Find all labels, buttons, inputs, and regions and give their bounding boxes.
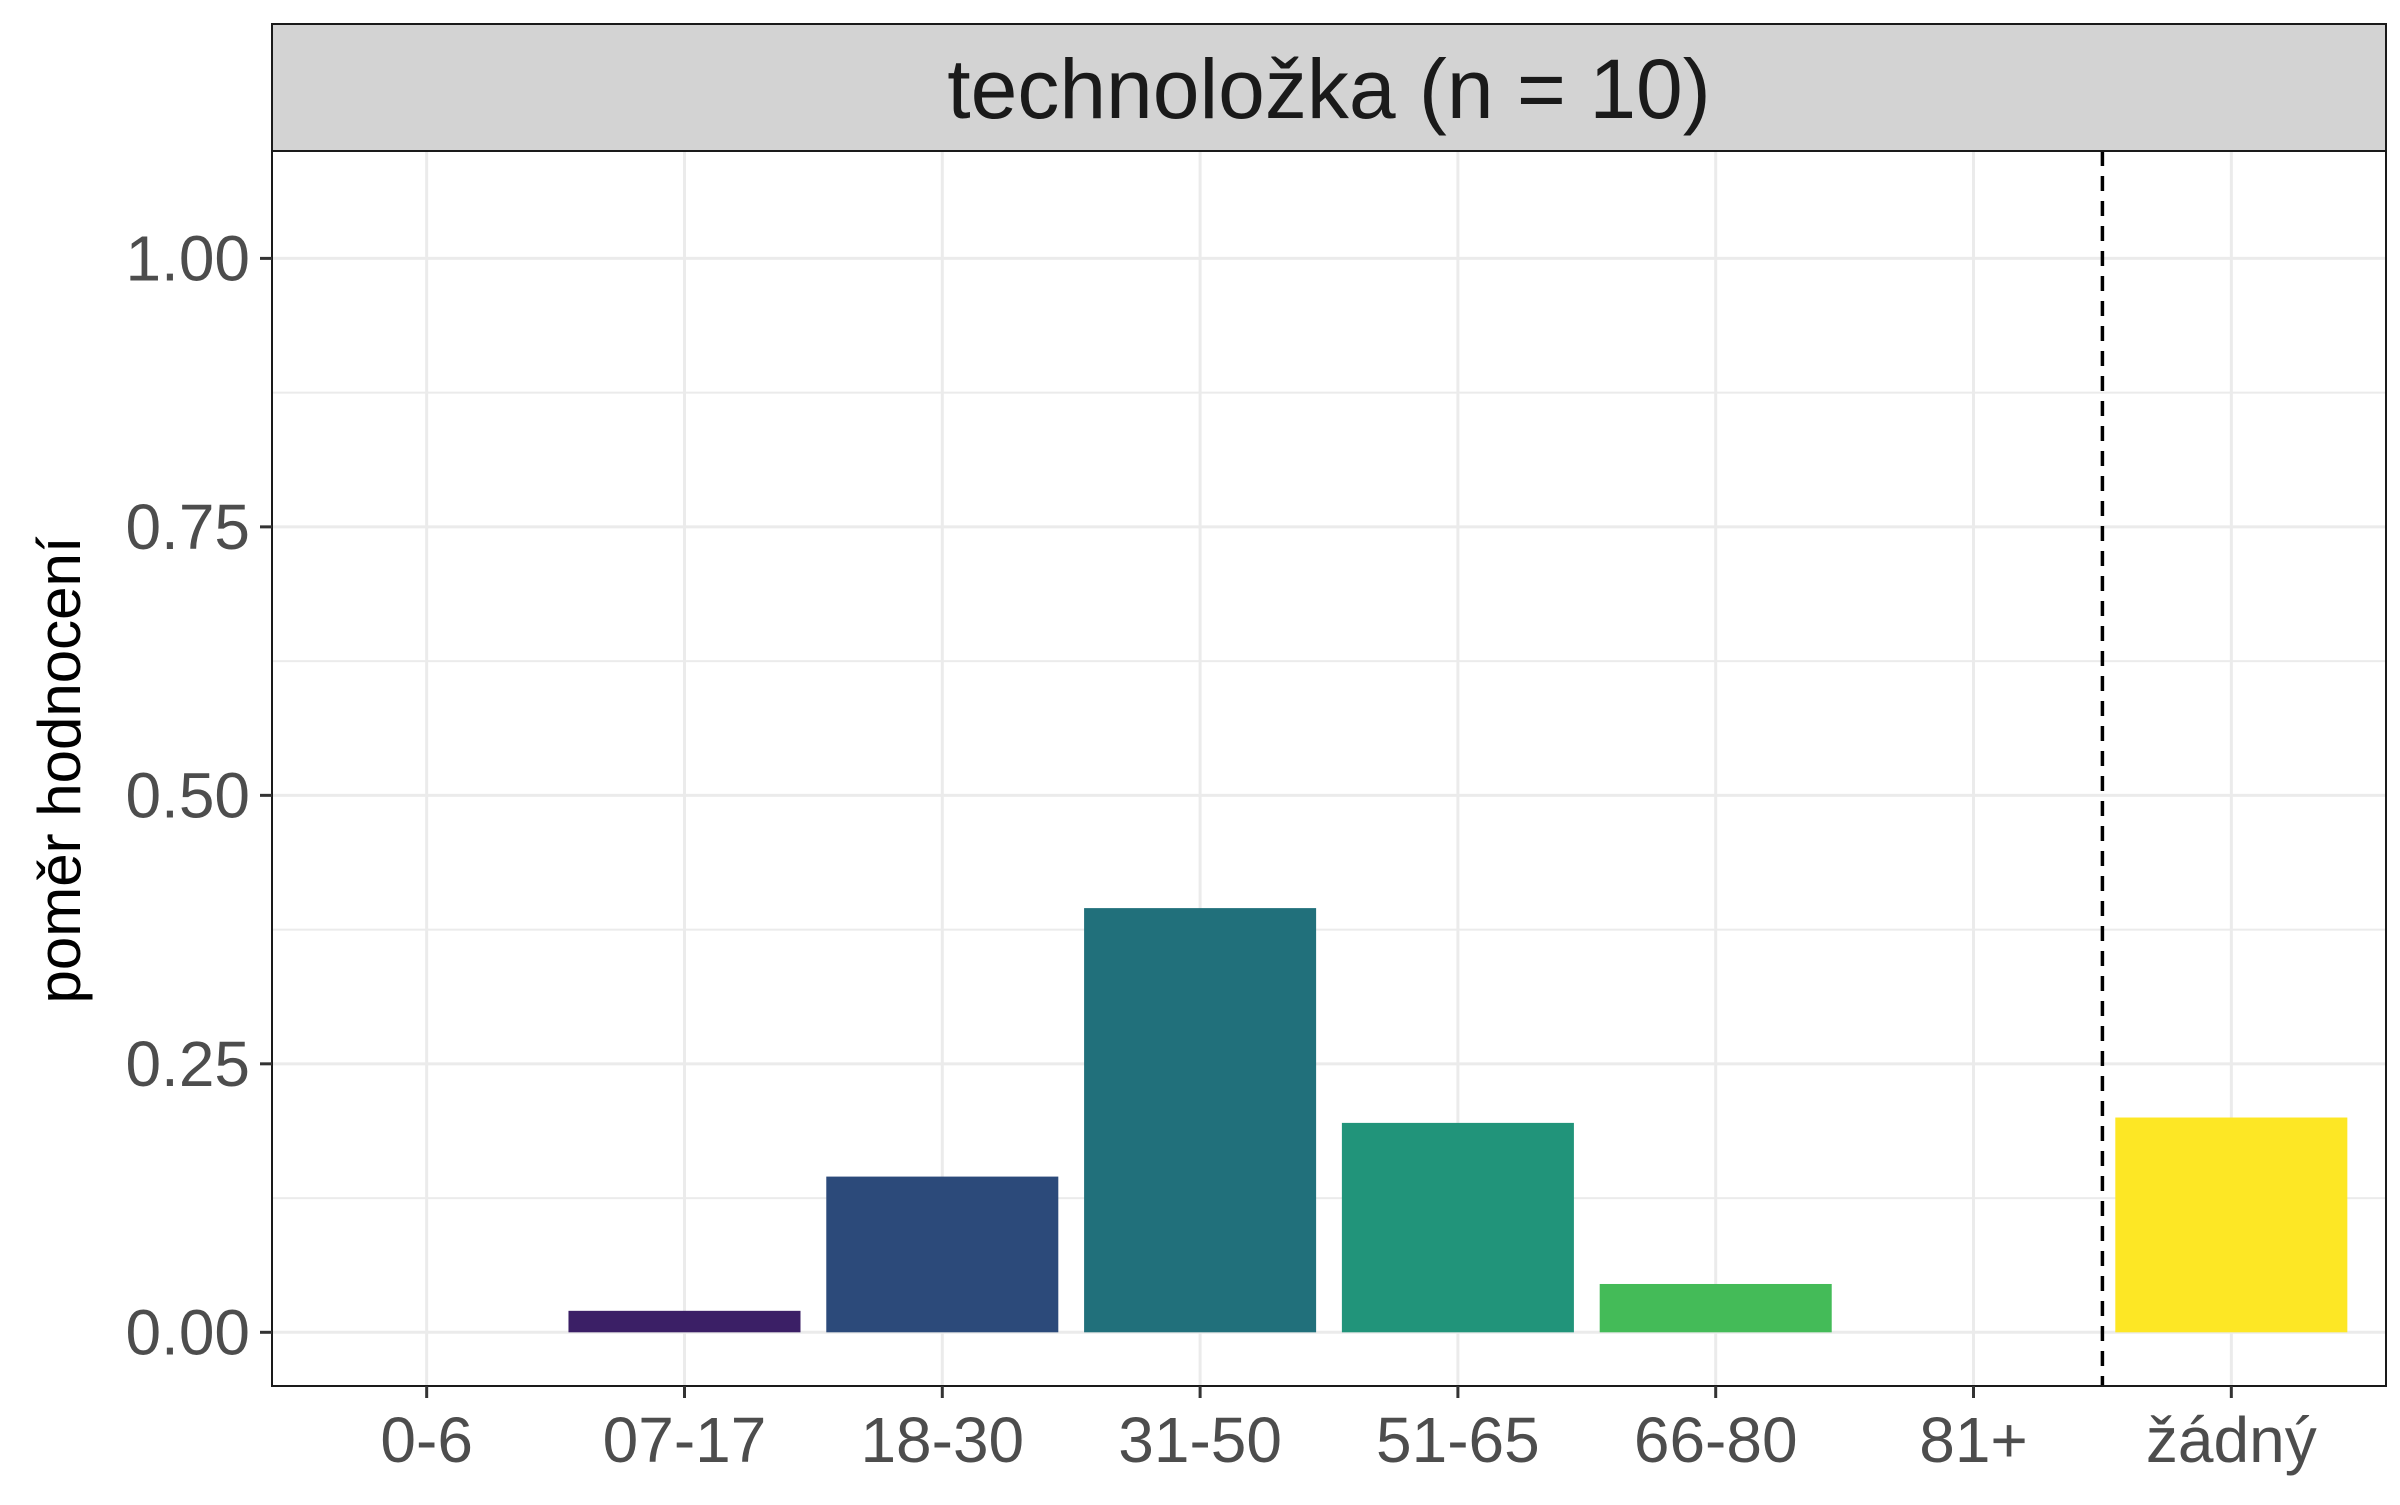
y-tick-label: 0.50 [125, 759, 250, 831]
x-tick-label: 31-50 [1118, 1404, 1282, 1476]
x-tick-label: 81+ [1919, 1404, 2028, 1476]
bar-žádný [2115, 1117, 2348, 1333]
bar-66-80 [1599, 1283, 1832, 1333]
y-tick-label: 0.00 [125, 1296, 250, 1368]
chart-title: technoložka (n = 10) [947, 42, 1710, 136]
y-tick-label: 0.25 [125, 1028, 250, 1100]
y-axis-title: poměr hodnocení [26, 536, 93, 1003]
bar-07-17 [568, 1310, 801, 1333]
x-axis-ticks: 0-6 07-17 18-30 31-50 51-65 66-80 81+ žádný [380, 1386, 2317, 1476]
y-tick-label: 0.75 [125, 491, 250, 563]
x-tick-label: 18-30 [860, 1404, 1024, 1476]
y-tick-label: 1.00 [125, 222, 250, 294]
x-tick-label: 07-17 [603, 1404, 767, 1476]
gridlines [272, 151, 2386, 1386]
x-tick-label: 66-80 [1634, 1404, 1798, 1476]
x-tick-label: 51-65 [1376, 1404, 1540, 1476]
bars [568, 908, 2348, 1333]
panel-border [271, 150, 2387, 1387]
x-tick-label: žádný [2146, 1404, 2317, 1476]
bar-18-30 [826, 1176, 1059, 1333]
facet-strip [271, 23, 2387, 152]
x-tick-label: 0-6 [380, 1404, 473, 1476]
bar-31-50 [1084, 908, 1317, 1333]
bar-51-65 [1341, 1122, 1574, 1333]
y-axis-ticks: 0.00 0.25 0.50 0.75 1.00 [125, 222, 272, 1368]
